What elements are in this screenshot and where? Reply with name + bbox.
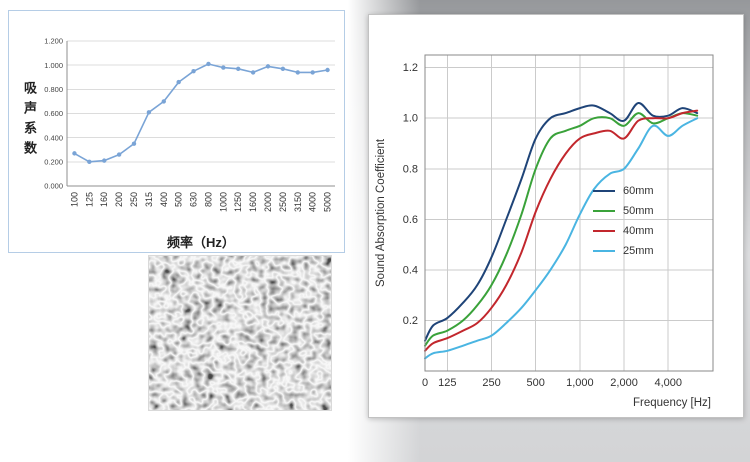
svg-text:0.600: 0.600 [44, 109, 63, 118]
svg-text:0.200: 0.200 [44, 157, 63, 166]
legend-item-40mm: 40mm [593, 221, 654, 241]
svg-text:200: 200 [114, 192, 124, 207]
legend-item-25mm: 25mm [593, 241, 654, 261]
svg-text:0.800: 0.800 [44, 85, 63, 94]
svg-text:1,000: 1,000 [566, 377, 594, 389]
legend-label-50mm: 50mm [623, 205, 654, 217]
legend-item-60mm: 60mm [593, 181, 654, 201]
svg-text:0.400: 0.400 [44, 133, 63, 142]
svg-text:4000: 4000 [308, 192, 318, 212]
svg-text:160: 160 [99, 192, 109, 207]
svg-text:630: 630 [189, 192, 199, 207]
svg-text:1600: 1600 [248, 192, 258, 212]
foam-cells [149, 256, 331, 410]
svg-text:250: 250 [482, 377, 500, 389]
svg-text:500: 500 [174, 192, 184, 207]
svg-text:3150: 3150 [293, 192, 303, 212]
svg-text:100: 100 [69, 192, 79, 207]
svg-text:2,000: 2,000 [610, 377, 638, 389]
legend-label-60mm: 60mm [623, 185, 654, 197]
svg-text:2500: 2500 [278, 192, 288, 212]
svg-text:1.200: 1.200 [44, 37, 63, 46]
absorption-comparison-chart-canvas: 0.2 0.4 0.6 0.8 1.0 1.2 0 125 250 500 1,000 2,000 4,… [403, 54, 714, 389]
right-chart-y-axis-title: Sound Absorption Coefficient [375, 138, 387, 288]
foam-texture [149, 256, 331, 410]
svg-text:500: 500 [527, 377, 545, 389]
chinese-absorption-chart-panel: 0.000 0.200 0.400 0.600 0.800 1.000 1.200 100 12… [8, 10, 345, 253]
svg-text:125: 125 [438, 377, 456, 389]
svg-text:0.6: 0.6 [403, 214, 418, 226]
svg-text:125: 125 [84, 192, 94, 207]
foam-micrograph-image [148, 255, 332, 411]
svg-text:0: 0 [422, 377, 428, 389]
legend: 60mm 50mm 40mm 25mm [593, 181, 654, 261]
left-chart-x-axis-title: 频率（Hz） [167, 235, 235, 250]
svg-text:315: 315 [144, 192, 154, 207]
svg-text:1.2: 1.2 [403, 62, 418, 74]
svg-text:250: 250 [129, 192, 139, 207]
legend-label-40mm: 40mm [623, 225, 654, 237]
svg-text:0.2: 0.2 [403, 315, 418, 327]
legend-label-25mm: 25mm [623, 245, 654, 257]
legend-item-50mm: 50mm [593, 201, 654, 221]
legend-line-25mm [593, 249, 615, 253]
svg-text:1.000: 1.000 [44, 61, 63, 70]
legend-line-60mm [593, 189, 615, 193]
svg-text:400: 400 [159, 192, 169, 207]
legend-line-40mm [593, 229, 615, 233]
svg-text:0.4: 0.4 [403, 264, 418, 276]
svg-text:0.000: 0.000 [44, 182, 63, 191]
svg-text:1000: 1000 [218, 192, 228, 212]
right-chart-x-axis-title: Frequency [Hz] [633, 397, 711, 409]
svg-text:2000: 2000 [263, 192, 273, 212]
svg-text:800: 800 [203, 192, 213, 207]
svg-text:4,000: 4,000 [654, 377, 682, 389]
svg-text:5000: 5000 [323, 192, 333, 212]
legend-line-50mm [593, 209, 615, 213]
absorption-comparison-chart-panel: 0.2 0.4 0.6 0.8 1.0 1.2 0 125 250 500 1,000 2,000 4,… [368, 14, 744, 418]
svg-text:1250: 1250 [233, 192, 243, 212]
chinese-absorption-chart-canvas: 0.000 0.200 0.400 0.600 0.800 1.000 1.200 100 12… [44, 37, 335, 212]
left-chart-y-axis-title: 吸声系数 [22, 81, 37, 161]
svg-text:1.0: 1.0 [403, 113, 418, 125]
svg-text:0.8: 0.8 [403, 163, 418, 175]
